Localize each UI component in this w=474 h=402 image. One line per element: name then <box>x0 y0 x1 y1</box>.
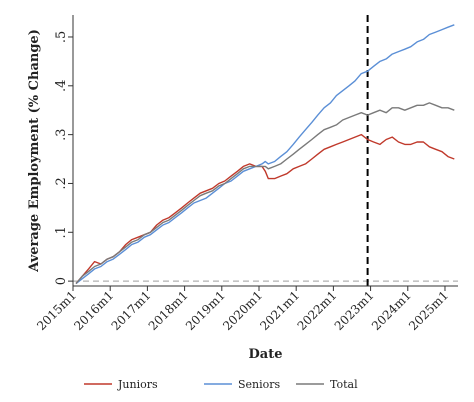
legend-item-total: Total <box>296 378 358 391</box>
x-tick-label: 2017m1 <box>109 288 154 333</box>
x-tick-label: 2025m1 <box>406 288 451 333</box>
x-tick-label: 2016m1 <box>71 288 116 333</box>
x-axis-ticks: 2015m12016m12017m12018m12019m12020m12021… <box>34 286 451 333</box>
legend-item-juniors: Juniors <box>84 378 158 391</box>
legend-label: Total <box>330 378 358 391</box>
x-tick-label: 2015m1 <box>34 288 79 333</box>
y-tick-label: .2 <box>54 177 69 189</box>
y-tick-label: .3 <box>54 128 69 140</box>
y-axis-label: Average Employment (% Change) <box>27 29 42 273</box>
y-tick-label: 0 <box>54 277 69 285</box>
x-tick-label: 2024m1 <box>369 288 414 333</box>
x-tick-label: 2019m1 <box>183 288 228 333</box>
legend-label: Juniors <box>117 378 158 391</box>
x-axis-label: Date <box>249 347 283 362</box>
series-layer <box>75 24 455 285</box>
y-axis-ticks: 0 .1 .2 .3 .4 .5 <box>54 31 73 285</box>
series-line-seniors <box>75 24 455 285</box>
x-tick-label: 2022m1 <box>295 288 340 333</box>
x-tick-label: 2021m1 <box>257 288 302 333</box>
reference-lines <box>73 15 458 286</box>
y-tick-label: .1 <box>54 226 69 238</box>
plot-area: 0 .1 .2 .3 .4 .5 2015m12016m12017m12018m12019… <box>34 15 458 333</box>
y-tick-label: .5 <box>54 31 69 43</box>
y-tick-label: .4 <box>54 80 69 92</box>
legend: Juniors Seniors Total <box>84 378 358 391</box>
x-tick-label: 2018m1 <box>146 288 191 333</box>
legend-label: Seniors <box>238 378 281 391</box>
series-line-juniors <box>75 133 455 285</box>
x-tick-label: 2023m1 <box>332 288 377 333</box>
legend-item-seniors: Seniors <box>204 378 281 391</box>
series-line-total <box>75 102 455 285</box>
x-tick-label: 2020m1 <box>220 288 265 333</box>
